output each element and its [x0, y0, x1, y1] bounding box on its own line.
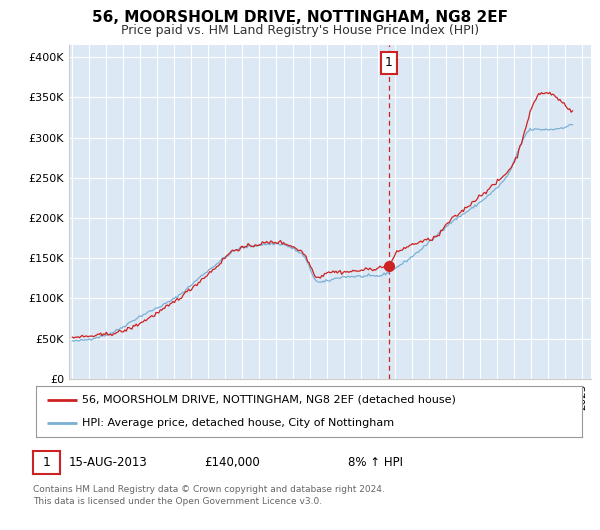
Text: 1: 1: [385, 56, 393, 69]
Text: Contains HM Land Registry data © Crown copyright and database right 2024.
This d: Contains HM Land Registry data © Crown c…: [33, 485, 385, 506]
Text: 1: 1: [43, 456, 50, 469]
Text: HPI: Average price, detached house, City of Nottingham: HPI: Average price, detached house, City…: [82, 418, 395, 428]
Text: 15-AUG-2013: 15-AUG-2013: [69, 456, 148, 469]
Text: £140,000: £140,000: [204, 456, 260, 469]
Text: 56, MOORSHOLM DRIVE, NOTTINGHAM, NG8 2EF: 56, MOORSHOLM DRIVE, NOTTINGHAM, NG8 2EF: [92, 10, 508, 24]
Text: 56, MOORSHOLM DRIVE, NOTTINGHAM, NG8 2EF (detached house): 56, MOORSHOLM DRIVE, NOTTINGHAM, NG8 2EF…: [82, 395, 456, 405]
Text: 8% ↑ HPI: 8% ↑ HPI: [348, 456, 403, 469]
Text: Price paid vs. HM Land Registry's House Price Index (HPI): Price paid vs. HM Land Registry's House …: [121, 24, 479, 37]
